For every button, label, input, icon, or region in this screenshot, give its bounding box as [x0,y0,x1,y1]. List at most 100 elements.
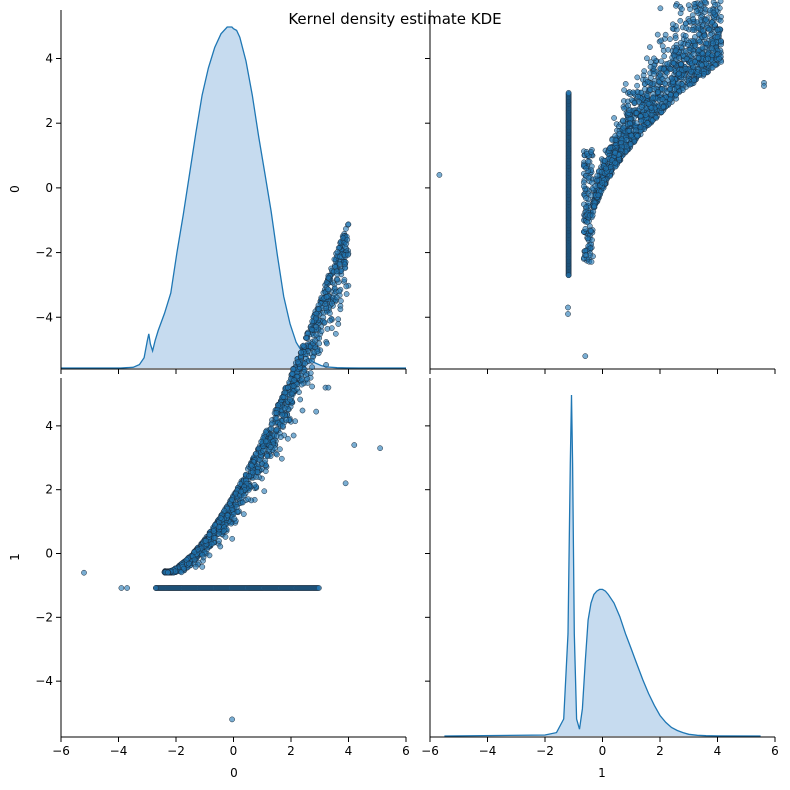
scatter-point [222,534,229,540]
scatter-point [612,150,619,156]
scatter-point [626,127,633,134]
scatter-point [295,359,301,365]
scatter-point [255,445,262,452]
scatter-point [341,276,348,283]
scatter-point [229,716,235,723]
scatter-point [325,286,331,293]
scatter-point [685,2,692,9]
scatter-point [181,565,187,572]
scatter-point [634,82,640,89]
scatter-point [299,376,306,383]
scatter-point [342,480,349,487]
scatter-point [333,294,340,301]
scatter-point [689,27,696,33]
x-axis-label-left: 0 [230,766,238,780]
scatter-point [697,1,704,8]
scatter-point [313,323,320,330]
scatter-point [341,261,348,268]
scatter-point [691,77,697,84]
y-tick-label: −4 [35,674,53,688]
scatter-point [334,249,341,255]
scatter-point [683,55,690,62]
scatter-point [717,17,724,24]
scatter-point [290,432,297,439]
scatter-point [343,283,350,290]
scatter-point [667,96,674,103]
scatter-point [686,47,693,53]
scatter-point [707,32,714,38]
scatter-point [599,179,606,186]
panel-kde-1: −6 −4 −2 0 2 4 6 [421,378,779,758]
scatter-point [240,511,247,517]
scatter-point [690,16,697,22]
scatter-point [290,383,297,389]
scatter-point [650,95,656,101]
x-tick-label: 4 [714,744,722,758]
scatter-point [678,61,684,68]
scatter-point [664,60,671,67]
scatter-point [595,192,602,199]
scatter-point [268,425,275,432]
scatter-point [321,319,328,326]
scatter-point [332,330,339,337]
x-axis-label-right: 1 [598,766,606,780]
scatter-point [648,74,654,81]
scatter-point [583,195,589,202]
scatter-point [273,415,280,422]
x-tick-label: 4 [345,744,353,758]
scatter-point [714,34,721,41]
scatter-point [670,21,676,28]
scatter-point [565,272,572,279]
scatter-point [251,481,258,488]
scatter-point [644,92,651,99]
scatter-point [258,438,265,445]
scatter-point [582,353,589,359]
scatter-point [325,384,332,391]
scatter-point [589,212,596,219]
scatter-point [282,389,288,396]
scatter-point [588,149,594,155]
scatter-point [612,159,619,166]
scatter-point [635,93,641,100]
scatter-point [701,32,708,39]
scatter-point [644,120,651,126]
scatter-point [316,340,323,347]
scatter-point [281,405,288,412]
scatter-point [699,44,706,51]
scatter-point [694,69,701,76]
scatter-point [239,499,246,506]
scatter-point [644,55,650,62]
scatter-point [224,512,231,519]
scatter-point [705,55,711,62]
scatter-point [325,274,332,281]
scatter-point [638,118,645,125]
scatter-point [283,417,289,423]
scatter-point [709,40,716,47]
scatter-point [659,96,666,103]
scatter-point [684,41,691,48]
scatter-point [695,31,702,38]
scatter-point [338,298,344,304]
scatter-point [313,331,320,338]
scatter-point [192,564,199,570]
scatter-point [336,288,343,295]
scatter-point [303,334,310,341]
scatter-point [601,157,608,164]
scatter-point [677,17,684,24]
scatter-point [644,79,651,85]
scatter-point [626,107,633,114]
scatter-point [297,396,304,403]
scatter-point [285,384,291,391]
x-tick-label: −6 [52,744,70,758]
scatter-point [623,137,630,143]
scatter-point [186,560,192,567]
scatter-point [607,145,613,151]
scatter-point [667,36,673,42]
scatter-point [585,174,592,181]
scatter-point [761,83,767,89]
scatter-point [565,304,571,311]
scatter-point [585,158,591,165]
scatter-point [716,55,723,62]
scatter-point [118,585,125,591]
scatter-point [659,43,666,49]
